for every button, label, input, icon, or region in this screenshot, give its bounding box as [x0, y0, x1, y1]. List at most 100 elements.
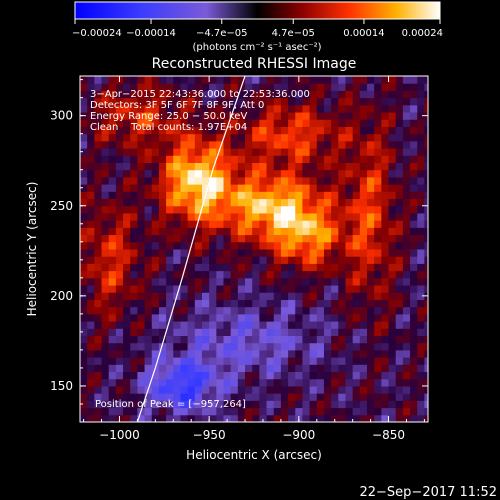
image-pixel [367, 299, 375, 308]
image-pixel [144, 76, 153, 84]
image-pixel [331, 148, 339, 156]
image-pixel [345, 198, 354, 207]
image-pixel [87, 306, 95, 315]
image-pixel [417, 357, 425, 365]
image-pixel [180, 407, 189, 416]
image-pixel [94, 104, 103, 113]
image-pixel [424, 313, 428, 322]
image-pixel [230, 220, 239, 228]
image-pixel [280, 256, 289, 264]
image-pixel [259, 263, 268, 272]
image-pixel [331, 349, 339, 358]
image-pixel [166, 198, 174, 207]
image-pixel [410, 191, 418, 200]
image-pixel [309, 191, 318, 200]
image-pixel [237, 133, 246, 142]
image-pixel [209, 220, 217, 228]
image-pixel [424, 220, 428, 228]
image-pixel [374, 328, 382, 336]
image-pixel [166, 112, 174, 120]
image-pixel [130, 184, 138, 192]
image-pixel [158, 263, 167, 272]
x-tick-label: −850 [372, 428, 405, 442]
image-pixel [381, 349, 390, 358]
image-pixel [101, 357, 110, 365]
image-pixel [395, 184, 404, 192]
image-pixel [338, 313, 346, 322]
image-pixel [230, 126, 239, 135]
image-pixel [80, 212, 88, 221]
image-pixel [259, 76, 268, 84]
image-pixel [223, 184, 232, 192]
image-pixel [402, 328, 411, 336]
image-pixel [194, 133, 203, 142]
image-pixel [245, 414, 253, 422]
image-pixel [137, 393, 146, 401]
image-pixel [108, 155, 117, 163]
image-pixel [316, 357, 325, 365]
image-pixel [187, 133, 196, 142]
image-pixel [323, 249, 332, 257]
image-pixel [187, 306, 196, 315]
image-pixel [280, 328, 289, 336]
colorbar-tick-label: −4.7e−05 [196, 28, 248, 39]
image-pixel [381, 292, 390, 300]
image-pixel [87, 212, 95, 221]
image-pixel [180, 414, 189, 422]
image-pixel [166, 104, 174, 113]
image-pixel [338, 414, 346, 422]
image-pixel [87, 205, 95, 214]
image-pixel [417, 277, 425, 286]
image-pixel [123, 241, 131, 250]
image-pixel [280, 148, 289, 156]
image-pixel [424, 342, 428, 351]
image-pixel [352, 342, 361, 351]
image-pixel [252, 385, 260, 394]
image-pixel [87, 407, 95, 416]
image-pixel [130, 306, 138, 315]
image-pixel [302, 285, 311, 293]
image-pixel [245, 191, 253, 200]
image-pixel [259, 227, 268, 236]
image-pixel [374, 256, 382, 264]
image-pixel [309, 249, 318, 257]
image-pixel [94, 414, 103, 422]
image-pixel [352, 162, 361, 171]
image-pixel [237, 112, 246, 120]
image-pixel [323, 198, 332, 207]
image-pixel [151, 112, 160, 120]
image-pixel [259, 400, 268, 409]
image-pixel [402, 198, 411, 207]
image-pixel [367, 191, 375, 200]
image-pixel [345, 306, 354, 315]
image-pixel [123, 328, 131, 336]
image-pixel [158, 169, 167, 178]
image-pixel [101, 112, 110, 120]
image-pixel [187, 176, 196, 185]
image-pixel [115, 126, 124, 135]
image-pixel [410, 393, 418, 401]
image-pixel [87, 155, 95, 163]
image-pixel [187, 90, 196, 99]
image-pixel [252, 249, 260, 257]
annotation-peak-position: Position of Peak = [−957,264] [95, 399, 246, 410]
image-pixel [273, 220, 282, 228]
image-pixel [209, 176, 217, 185]
image-pixel [280, 299, 289, 308]
image-pixel [151, 335, 160, 344]
image-pixel [266, 378, 275, 387]
image-pixel [237, 414, 246, 422]
image-pixel [295, 378, 303, 387]
image-pixel [331, 176, 339, 185]
image-pixel [173, 220, 181, 228]
image-pixel [280, 97, 289, 106]
image-pixel [381, 90, 390, 99]
image-pixel [108, 90, 117, 99]
image-pixel [115, 270, 124, 279]
image-pixel [388, 342, 397, 351]
image-pixel [402, 364, 411, 373]
image-pixel [302, 140, 311, 149]
image-pixel [252, 76, 260, 84]
image-pixel [123, 169, 131, 178]
image-pixel [180, 220, 189, 228]
